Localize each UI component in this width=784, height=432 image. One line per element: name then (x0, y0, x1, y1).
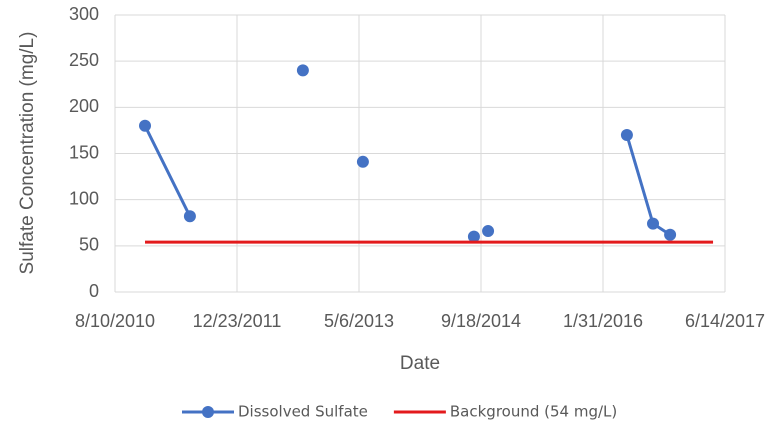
data-point (296, 64, 309, 77)
legend-marker (202, 406, 214, 418)
data-point (482, 225, 495, 238)
legend-label: Background (54 mg/L) (450, 403, 617, 421)
y-tick-label: 150 (69, 142, 99, 162)
x-axis-title: Date (400, 353, 440, 374)
x-tick-label: 6/14/2017 (685, 311, 765, 331)
x-tick-label: 12/23/2011 (193, 311, 282, 331)
data-point (647, 217, 660, 230)
data-point (467, 230, 480, 243)
x-tick-label: 8/10/2010 (75, 311, 155, 331)
y-axis-title: Sulfate Concentration (mg/L) (17, 32, 38, 275)
data-point (664, 228, 677, 241)
y-tick-label: 250 (69, 50, 99, 70)
data-point (183, 210, 196, 223)
legend-label: Dissolved Sulfate (238, 403, 368, 421)
y-tick-label: 50 (79, 235, 99, 255)
series-line (143, 125, 671, 237)
data-point (356, 155, 369, 168)
y-tick-label: 0 (89, 281, 99, 301)
y-tick-label: 100 (69, 188, 99, 208)
x-tick-label: 5/6/2013 (324, 311, 394, 331)
y-tick-label: 300 (69, 4, 99, 24)
data-point (620, 129, 633, 142)
data-point (139, 119, 152, 132)
x-tick-label: 1/31/2016 (563, 311, 643, 331)
x-tick-label: 9/18/2014 (441, 311, 521, 331)
y-tick-label: 200 (69, 96, 99, 116)
